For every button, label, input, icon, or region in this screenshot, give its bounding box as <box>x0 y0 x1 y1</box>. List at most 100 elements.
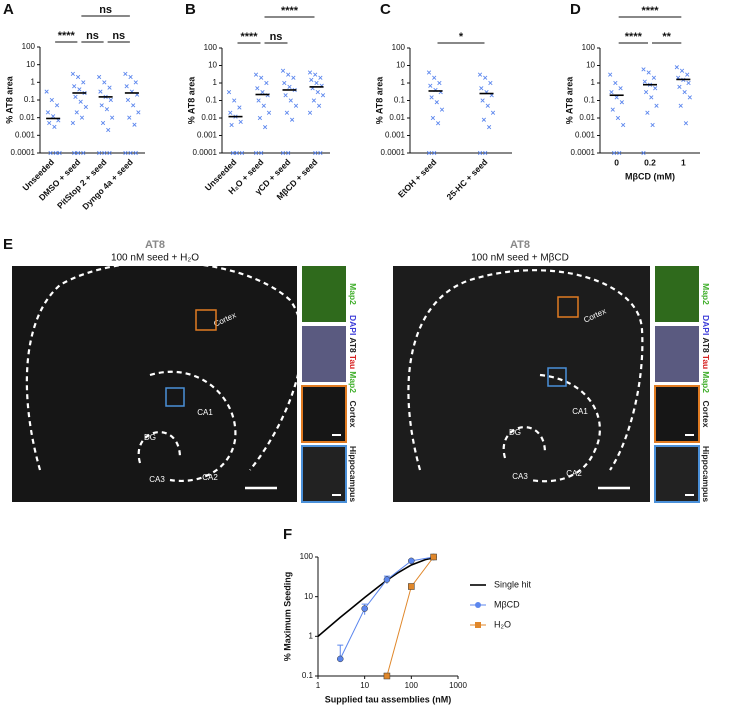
data-point <box>123 150 128 156</box>
x-tick-label: 25-HC + seed <box>445 157 490 202</box>
data-point <box>293 103 299 108</box>
data-point <box>674 65 679 70</box>
x-tick-label: 0.2 <box>644 157 656 167</box>
data-point <box>318 75 323 80</box>
data-point <box>617 150 622 156</box>
data-point <box>611 150 617 156</box>
data-point <box>483 150 488 156</box>
y-tick-label: 0.001 <box>197 131 218 140</box>
significance-label: ns <box>86 30 99 42</box>
legend-label: Single hit <box>494 579 532 589</box>
data-point <box>81 150 86 156</box>
data-point <box>477 72 483 77</box>
data-point <box>282 80 287 86</box>
y-tick-label: 1 <box>309 631 314 640</box>
region-outline <box>137 431 182 464</box>
data-point <box>481 117 487 122</box>
panel-letter: C <box>380 1 391 18</box>
x-tick-label: 1000 <box>449 681 467 690</box>
legend-swatch <box>475 602 481 608</box>
data-point <box>261 103 266 108</box>
y-tick-label: 10 <box>208 61 217 70</box>
data-point <box>57 150 62 156</box>
data-point <box>262 125 268 130</box>
x-tick-label: 1 <box>316 681 321 690</box>
data-point <box>687 95 692 100</box>
significance-label: * <box>459 31 464 43</box>
inset-image <box>654 385 700 443</box>
data-point <box>72 84 77 89</box>
data-point <box>237 105 242 110</box>
region-label: CA3 <box>512 472 528 481</box>
data-point <box>255 86 260 91</box>
data-point <box>127 115 132 120</box>
data-point <box>83 104 88 110</box>
data-point <box>651 75 657 80</box>
inset-label-word: Map2 <box>701 371 711 393</box>
data-point <box>230 150 236 156</box>
inset-label-word: Map2 <box>348 371 358 393</box>
data-point <box>485 103 490 108</box>
data-point <box>682 90 687 95</box>
y-tick-label: 0.1 <box>394 96 406 105</box>
data-point <box>434 100 439 105</box>
y-axis-label: % Maximum Seeding <box>282 572 292 662</box>
data-point <box>309 77 314 83</box>
data-point <box>79 115 85 120</box>
inset-label-word: Map2 <box>348 283 358 305</box>
data-point <box>54 103 60 108</box>
data-point <box>81 80 86 85</box>
image-subtitle: 100 nM seed + MβCD <box>471 253 569 264</box>
significance-label: ns <box>270 31 283 43</box>
data-point <box>613 80 618 86</box>
data-point <box>483 75 488 80</box>
data-point <box>287 84 292 90</box>
inset-label: Hippocampus <box>701 446 711 502</box>
significance-label: **** <box>641 5 659 17</box>
data-point <box>435 121 441 126</box>
marker <box>361 605 368 612</box>
marker <box>383 672 391 680</box>
x-axis-label: Supplied tau assemblies (nM) <box>325 694 452 704</box>
data-point <box>97 74 102 80</box>
data-point <box>653 86 658 91</box>
data-point <box>98 89 103 94</box>
data-point <box>136 110 141 115</box>
y-tick-label: 0.0001 <box>193 148 218 157</box>
significance-label: ns <box>99 4 112 16</box>
inset-image <box>302 266 346 322</box>
inset-image <box>301 385 347 443</box>
data-point <box>133 80 138 85</box>
data-point <box>621 122 626 128</box>
data-point <box>75 150 81 156</box>
data-point <box>432 150 437 156</box>
data-point <box>650 122 655 128</box>
y-tick-label: 0.1 <box>206 96 218 105</box>
y-tick-label: 0.01 <box>389 113 405 122</box>
data-point <box>683 121 689 126</box>
data-point <box>283 93 288 98</box>
data-point <box>52 124 57 130</box>
x-tick-label: 1 <box>681 157 686 167</box>
region-outline <box>407 269 644 471</box>
region-label: CA2 <box>566 469 582 478</box>
data-point <box>232 98 237 103</box>
region-outline <box>149 370 237 483</box>
inset-label-word: Cortex <box>348 401 358 428</box>
data-point <box>47 120 52 126</box>
data-point <box>430 115 436 121</box>
y-tick-label: 0.0001 <box>381 148 406 157</box>
data-point <box>609 90 614 95</box>
data-point <box>316 103 322 108</box>
data-point <box>678 103 683 108</box>
data-point <box>280 68 286 73</box>
data-point <box>75 74 81 80</box>
y-tick-label: 100 <box>300 552 314 561</box>
y-axis-label: % AT8 area <box>564 76 574 125</box>
data-point <box>131 103 136 108</box>
data-point <box>124 84 129 89</box>
data-point <box>654 103 659 108</box>
data-point <box>432 75 437 80</box>
data-point <box>486 125 492 130</box>
data-point <box>286 150 291 156</box>
